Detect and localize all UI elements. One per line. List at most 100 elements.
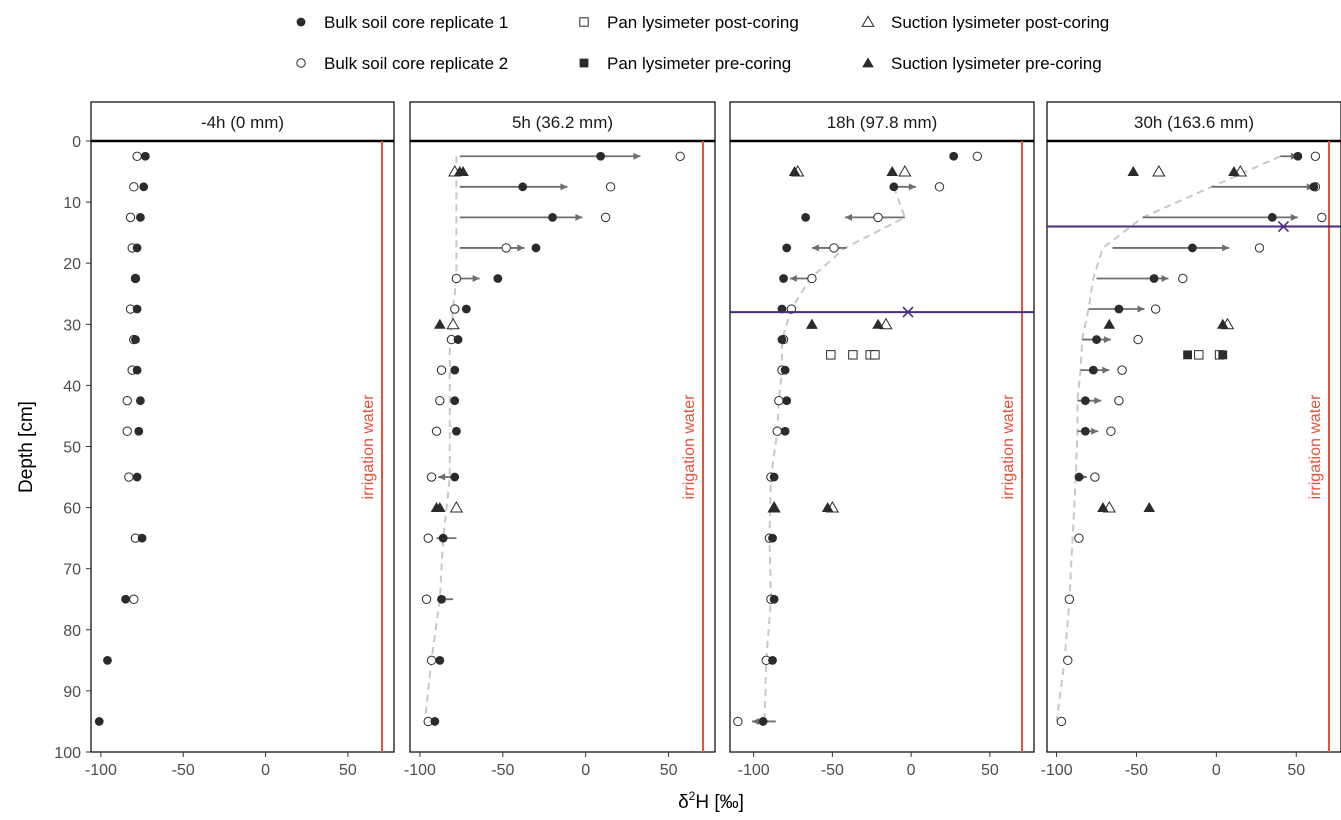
- legend-square-open-icon: [579, 17, 589, 27]
- rep2-point: [1178, 273, 1188, 284]
- rep1-point: [889, 182, 899, 192]
- panel-plot: [421, 151, 685, 727]
- rep1-point: [137, 533, 147, 543]
- panel-strip: [729, 101, 1035, 142]
- rep1-point: [758, 717, 768, 726]
- shift-arrow: [789, 274, 809, 282]
- suc-pre-point: [886, 165, 899, 176]
- rep2-point: [451, 273, 462, 284]
- shift-arrow: [811, 244, 847, 252]
- legend-circle-open-icon: [296, 58, 306, 68]
- rep1-point: [493, 274, 503, 283]
- rep2-point: [1106, 426, 1116, 436]
- rep2-point: [1317, 212, 1327, 223]
- suc-post-point: [879, 317, 893, 330]
- rep2-point: [733, 716, 743, 727]
- panel-plot: [94, 151, 150, 726]
- arrow-head: [438, 473, 446, 481]
- panel-strip: [409, 101, 716, 142]
- shift-arrow: [459, 152, 641, 160]
- panel-title: 18h (97.8 mm): [827, 113, 938, 132]
- rep2-point: [129, 594, 139, 604]
- rep1-point: [1114, 304, 1124, 314]
- y-axis: 0 10 20 30 40 50 60 70 80 90 100: [54, 134, 91, 762]
- rep1-point: [1188, 243, 1197, 253]
- legend-label: Pan lysimeter pre-coring: [607, 54, 791, 73]
- irrigation-water-label: irrigation water: [681, 394, 698, 500]
- arrow-head: [908, 183, 916, 191]
- arrow-head: [1161, 274, 1169, 282]
- rep2-point: [431, 426, 442, 436]
- suc-post-point: [446, 317, 460, 330]
- rep1-point: [139, 182, 149, 192]
- x-tick-label: -100: [85, 762, 117, 779]
- rep1-point: [949, 151, 959, 161]
- rep2-point: [934, 182, 945, 192]
- rep2-point: [122, 395, 132, 406]
- rep1-point: [769, 594, 779, 604]
- rep1-point: [1309, 182, 1319, 192]
- rep1-point: [132, 365, 142, 375]
- y-tick-label: 60: [63, 501, 81, 518]
- rep1-point: [780, 365, 790, 375]
- suc-pre-point: [453, 165, 466, 176]
- arrow-head: [844, 213, 852, 221]
- suc-pre-point: [872, 318, 884, 329]
- rep2-point: [423, 533, 433, 543]
- arrow-head: [517, 244, 525, 252]
- arrow-head: [789, 274, 797, 282]
- front-line: [423, 156, 458, 722]
- y-tick-label: 100: [54, 745, 81, 762]
- y-tick-label: 90: [63, 684, 81, 701]
- suc-post-point: [898, 164, 912, 177]
- rep2-point: [600, 212, 611, 223]
- panel-1: 5h (36.2 mm) irrigation water -100 -50 0 50: [404, 101, 716, 779]
- rep2-point: [1074, 533, 1084, 543]
- rep2-point: [675, 151, 685, 161]
- panel-strip: [90, 101, 395, 142]
- rep1-point: [450, 365, 460, 375]
- x-tick-label: -100: [404, 762, 436, 779]
- rep1-point: [768, 533, 777, 543]
- suc-pre-point: [1143, 502, 1156, 512]
- arrow-head: [575, 213, 583, 221]
- irrigation-water-label: irrigation water: [1000, 394, 1017, 500]
- suc-pre-point: [1216, 318, 1229, 329]
- rep1-point: [132, 472, 142, 482]
- rep2-point: [972, 151, 982, 161]
- rep1-point: [103, 655, 112, 665]
- legend-label: Suction lysimeter pre-coring: [891, 54, 1102, 73]
- rep1-point: [437, 594, 446, 604]
- panel-frame: [1046, 140, 1341, 753]
- x-tick-label: 50: [660, 762, 678, 779]
- panel-title: 30h (163.6 mm): [1134, 113, 1254, 132]
- rep1-point: [140, 151, 150, 161]
- x-axis-label: δ2H [‰]: [678, 789, 744, 813]
- rep1-point: [430, 717, 440, 726]
- shift-arrow: [459, 244, 525, 252]
- legend: Bulk soil core replicate 1 Pan lysimeter …: [296, 13, 1109, 73]
- rep1-point: [1080, 426, 1090, 436]
- x-tick-label: 50: [1287, 762, 1305, 779]
- suc-pre-point: [1127, 165, 1140, 176]
- shift-arrow: [459, 213, 583, 221]
- rep2-point: [1064, 594, 1075, 604]
- rep2-point: [1254, 243, 1265, 253]
- arrow-head: [1222, 244, 1230, 252]
- rep1-point: [452, 426, 461, 436]
- rep1-point: [435, 655, 445, 665]
- rep1-point: [779, 274, 788, 283]
- rep1-point: [461, 304, 471, 314]
- rep2-point: [129, 182, 139, 192]
- legend-circle-filled-icon: [296, 17, 306, 27]
- panel-title: 5h (36.2 mm): [512, 113, 613, 132]
- rep2-point: [807, 273, 817, 284]
- pan-post-point: [848, 350, 858, 360]
- panel-2: 18h (97.8 mm) irrigation water -100 -50 0 50: [729, 101, 1035, 779]
- panel-plot: [1055, 151, 1327, 727]
- legend-label: Bulk soil core replicate 1: [324, 13, 508, 32]
- suc-pre-point: [1097, 502, 1109, 512]
- rep1-point: [801, 212, 811, 222]
- rep1-point: [136, 212, 145, 222]
